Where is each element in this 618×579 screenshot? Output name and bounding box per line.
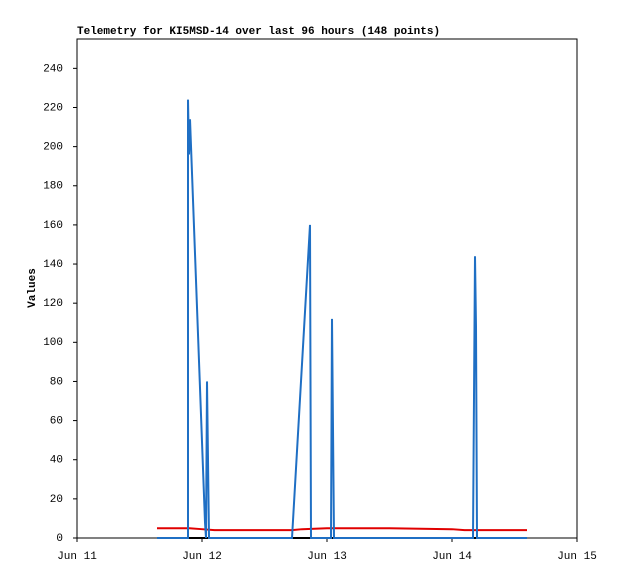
plot-frame [76,38,578,539]
x-tick-label: Jun 12 [182,551,222,563]
x-tick-label: Jun 11 [57,551,97,563]
y-tick-label: 100 [43,337,63,349]
y-tick-label: 80 [50,376,63,388]
y-tick-label: 240 [43,63,63,75]
x-tick-label: Jun 14 [432,551,472,563]
chart-title: Telemetry for KI5MSD-14 over last 96 hou… [77,26,440,38]
series-line [157,527,527,532]
y-tick-label: 120 [43,298,63,310]
y-tick-label: 20 [50,494,63,506]
y-axis-label: Values [27,268,39,308]
x-tick-label: Jun 15 [557,551,597,563]
y-tick-label: 0 [56,533,63,545]
x-tick-label: Jun 13 [307,551,347,563]
y-tick-label: 60 [50,415,63,427]
y-tick-label: 160 [43,220,63,232]
y-tick-label: 40 [50,455,63,467]
y-tick-label: 220 [43,102,63,114]
y-tick-label: 140 [43,259,63,271]
series-line [157,99,527,539]
y-tick-label: 180 [43,181,63,193]
y-tick-label: 200 [43,142,63,154]
